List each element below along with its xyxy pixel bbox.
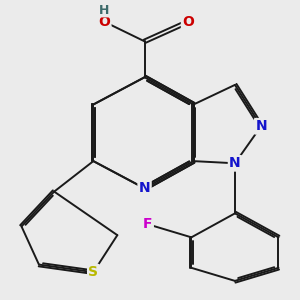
Text: S: S	[88, 265, 98, 279]
Text: O: O	[182, 15, 194, 29]
Text: N: N	[255, 119, 267, 133]
Text: O: O	[98, 15, 110, 29]
Text: H: H	[99, 4, 110, 17]
Text: F: F	[143, 217, 153, 231]
Text: N: N	[229, 156, 241, 170]
Text: N: N	[139, 181, 150, 195]
